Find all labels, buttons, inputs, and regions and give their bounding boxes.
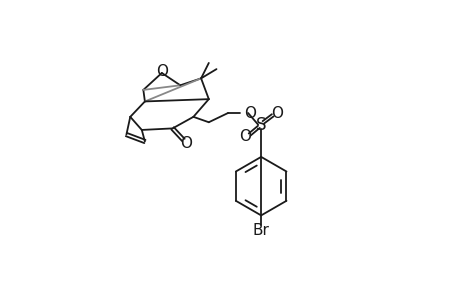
Text: O: O bbox=[180, 136, 192, 151]
Text: O: O bbox=[239, 129, 251, 144]
Text: O: O bbox=[271, 106, 283, 121]
Text: Br: Br bbox=[252, 223, 269, 238]
Text: O: O bbox=[244, 106, 256, 121]
Text: S: S bbox=[255, 116, 266, 134]
Text: O: O bbox=[156, 64, 168, 79]
